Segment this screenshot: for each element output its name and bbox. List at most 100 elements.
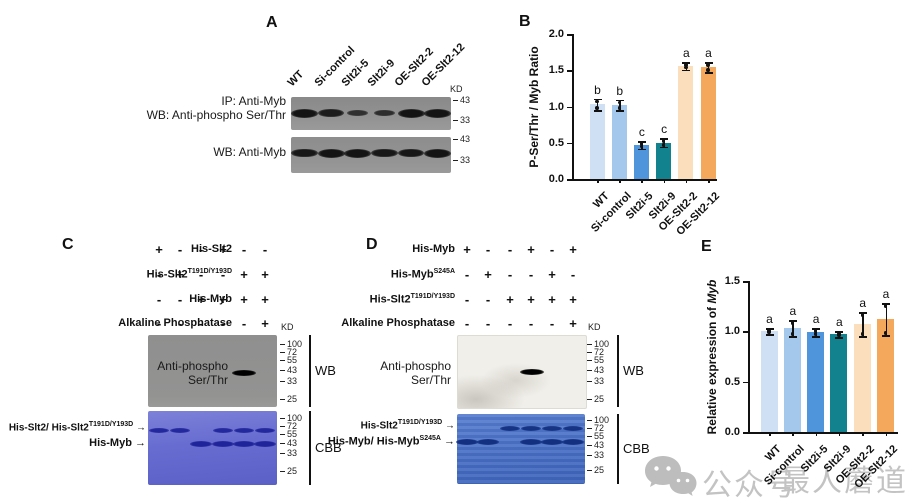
error-bar-cap bbox=[882, 335, 890, 337]
protein-band bbox=[233, 441, 255, 447]
x-tick bbox=[792, 432, 794, 436]
condition-value: - bbox=[156, 267, 162, 282]
x-tick bbox=[815, 432, 818, 436]
marker-label: 33 bbox=[453, 156, 470, 165]
y-tick-label: 1.5 bbox=[548, 64, 564, 77]
protein-band bbox=[212, 441, 234, 447]
condition-value: - bbox=[549, 242, 555, 257]
marker-label: 72 bbox=[587, 424, 604, 433]
bar bbox=[807, 332, 825, 432]
condition-value: + bbox=[463, 242, 471, 257]
error-bar bbox=[862, 312, 864, 337]
error-bar-cap bbox=[835, 337, 844, 339]
y-tick-label: 1.0 bbox=[724, 325, 740, 338]
condition-value: - bbox=[485, 316, 491, 331]
bar bbox=[589, 104, 605, 179]
condition-value: + bbox=[219, 292, 227, 307]
panel-c-label: C bbox=[62, 236, 74, 253]
y-tick-label: 0.0 bbox=[548, 173, 564, 185]
marker-label: 43 bbox=[587, 441, 604, 450]
error-bar-cap bbox=[593, 110, 602, 112]
data-point bbox=[617, 100, 621, 105]
condition-row-label: His-MybS245A bbox=[390, 268, 455, 281]
wb-bracket-label: WB bbox=[315, 363, 336, 378]
marker-label: 100 bbox=[587, 416, 609, 425]
sig-letter: a bbox=[859, 296, 867, 311]
wb-left-label: Anti-phospho Ser/Thr bbox=[157, 359, 228, 387]
y-tick bbox=[567, 106, 572, 108]
condition-value: + bbox=[240, 292, 248, 307]
error-bar-cap bbox=[593, 98, 602, 100]
panel-d-label: D bbox=[366, 236, 378, 253]
x-axis-line bbox=[748, 432, 898, 434]
y-tick-label: 0.0 bbox=[724, 426, 740, 438]
y-tick bbox=[567, 70, 572, 72]
blot-caption: IP: Anti-Myb WB: Anti-phospho Ser/Thr bbox=[146, 94, 286, 122]
x-tick bbox=[769, 432, 771, 436]
western-blot bbox=[291, 137, 452, 173]
y-axis-label: Relative expression of Myb bbox=[705, 279, 719, 434]
lane-label: Slt2i-9 bbox=[365, 57, 398, 89]
marker-label: 33 bbox=[453, 116, 470, 125]
condition-row-label: His-Slt2T191D/Y193D bbox=[146, 268, 232, 281]
condition-value: - bbox=[241, 316, 247, 331]
error-bar-cap bbox=[637, 148, 646, 150]
y-tick bbox=[743, 331, 748, 333]
sig-letter: c bbox=[661, 122, 668, 137]
marker-label: 55 bbox=[280, 356, 297, 365]
error-bar-cap bbox=[660, 147, 669, 149]
error-bar-cap bbox=[682, 69, 691, 71]
error-bar-cap bbox=[812, 328, 821, 330]
y-tick-label: 0.5 bbox=[724, 375, 740, 388]
condition-value: - bbox=[485, 292, 491, 307]
bar bbox=[611, 105, 627, 179]
condition-row-label: His-Myb bbox=[189, 293, 232, 305]
error-bar bbox=[619, 99, 621, 111]
protein-band bbox=[397, 148, 425, 158]
cbb-bracket bbox=[309, 411, 311, 485]
x-tick-label: OE-Slt2-12 bbox=[674, 190, 723, 238]
error-bar bbox=[597, 98, 599, 111]
data-point bbox=[595, 106, 599, 110]
error-bar-cap bbox=[704, 72, 713, 74]
condition-value: - bbox=[570, 267, 576, 282]
data-point bbox=[860, 332, 864, 336]
protein-band bbox=[318, 108, 344, 118]
marker-label: 100 bbox=[280, 340, 302, 349]
error-bar-cap bbox=[812, 336, 821, 338]
condition-value: + bbox=[261, 292, 269, 307]
protein-band bbox=[254, 441, 276, 447]
y-tick-label: 1.0 bbox=[548, 100, 564, 113]
marker-label: 43 bbox=[453, 135, 470, 144]
condition-value: + bbox=[176, 267, 184, 282]
condition-value: - bbox=[156, 316, 162, 331]
protein-band bbox=[373, 109, 395, 117]
protein-band bbox=[424, 108, 452, 118]
error-bar-cap bbox=[615, 110, 624, 112]
condition-row-label: His-Myb bbox=[412, 243, 455, 255]
protein-band bbox=[397, 108, 425, 118]
x-tick bbox=[663, 179, 666, 183]
error-bar bbox=[885, 303, 887, 336]
sig-letter: a bbox=[882, 287, 890, 302]
cbb-blot bbox=[148, 411, 277, 485]
x-tick-label: OE-Slt2-12 bbox=[852, 443, 900, 491]
condition-value: + bbox=[155, 242, 163, 257]
y-tick bbox=[567, 34, 572, 36]
x-tick bbox=[685, 179, 688, 183]
protein-band bbox=[170, 427, 190, 433]
protein-band bbox=[344, 148, 372, 158]
condition-value: - bbox=[549, 316, 555, 331]
data-point bbox=[617, 106, 621, 110]
x-tick bbox=[708, 179, 710, 183]
protein-band bbox=[500, 425, 520, 431]
data-point bbox=[860, 313, 864, 317]
x-tick bbox=[597, 179, 599, 183]
condition-value: - bbox=[485, 242, 491, 257]
error-bar-cap bbox=[615, 99, 624, 102]
cbb-blot bbox=[456, 414, 585, 484]
y-axis-line bbox=[748, 281, 750, 433]
protein-band bbox=[424, 148, 452, 158]
wb-bracket bbox=[617, 335, 619, 407]
